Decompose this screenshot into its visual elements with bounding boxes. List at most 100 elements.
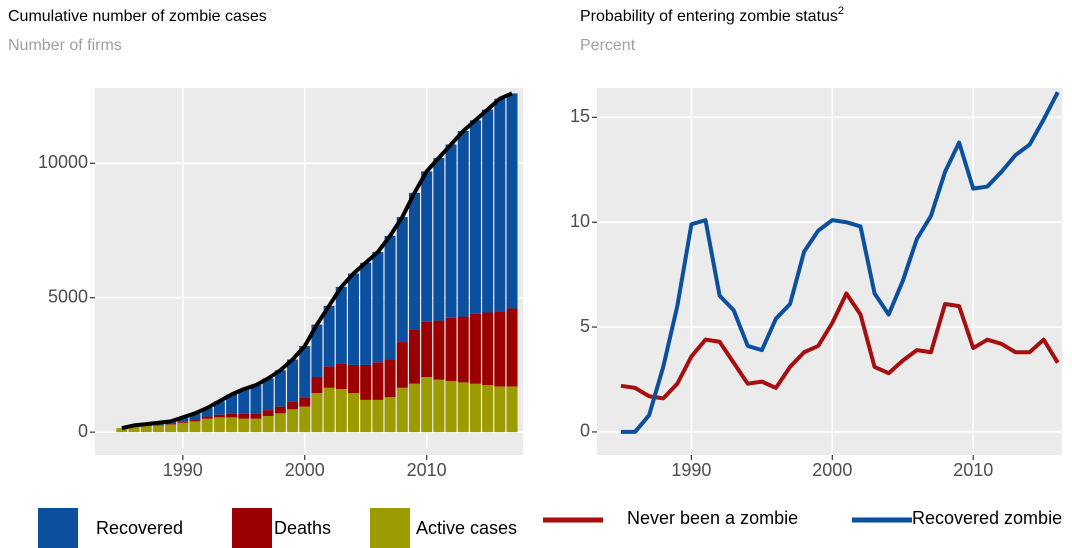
plot-background [597, 88, 1062, 455]
y-tick-label: 0 [580, 421, 590, 441]
bar-segment [177, 421, 189, 423]
total-line [121, 91, 513, 431]
bar-segment [384, 359, 396, 398]
bar-segment [433, 379, 445, 433]
bar-segment [262, 378, 274, 411]
bar-segment [433, 320, 445, 380]
y-tick-label: 15 [570, 106, 590, 126]
bar-segment [128, 426, 140, 433]
line-series [620, 91, 1060, 434]
chart-subtitle: Number of firms [8, 37, 122, 54]
bar-segment [494, 311, 506, 387]
x-tick-label: 2000 [812, 460, 852, 480]
y-tick-label: 5000 [48, 286, 88, 306]
bar-segment [335, 363, 347, 390]
bar-segment [445, 381, 457, 433]
legend-label: Active cases [416, 518, 517, 538]
bar-segment [408, 329, 420, 384]
bar-segment [287, 401, 299, 410]
bar-segment [360, 399, 372, 433]
bar-segment [287, 409, 299, 433]
bar-segment [226, 417, 238, 433]
bar-segment [189, 420, 201, 422]
chart-subtitle: Percent [580, 37, 636, 54]
legend-swatch [38, 508, 78, 548]
bar-segment [238, 389, 250, 414]
bar-segment [360, 364, 372, 400]
bar-segment [287, 359, 299, 402]
x-tick-label: 1990 [163, 460, 203, 480]
x-tick-label: 2010 [953, 460, 993, 480]
bar-segment [299, 406, 311, 433]
bar-segment [311, 324, 323, 378]
bar-segment [396, 342, 408, 388]
bar-segment [469, 383, 481, 433]
bar-segment [445, 317, 457, 382]
bar-segment [421, 377, 433, 433]
bar-segment [262, 410, 274, 417]
bar-segment [140, 425, 152, 433]
bar-segment [482, 385, 494, 433]
title-superscript: 2 [838, 5, 844, 17]
bar-segment [311, 393, 323, 433]
bar-segment [226, 394, 238, 414]
bar-segment [177, 417, 189, 422]
y-tick-label: 10 [570, 211, 590, 231]
x-tick-label: 2010 [407, 460, 447, 480]
bar-segment [152, 424, 164, 426]
chart-title: Probability of entering zombie status2 [580, 5, 844, 25]
bar-segment [396, 387, 408, 433]
bar-segment [408, 192, 420, 330]
legend-label: Recovered zombie [912, 508, 1062, 528]
bar-segment [274, 370, 286, 407]
bar-segment [421, 321, 433, 378]
bar-segment [396, 217, 408, 343]
bar-segment [213, 414, 225, 418]
bar-segment [152, 425, 164, 433]
title-text: Probability of entering zombie status [580, 8, 838, 25]
legend-label: Deaths [274, 518, 331, 538]
bar-segment [457, 131, 469, 317]
y-tick-label: 10000 [38, 152, 88, 172]
bar-segment [262, 416, 274, 433]
bar-segment [213, 417, 225, 433]
bar-segment [201, 407, 213, 417]
bar-segment [348, 273, 359, 365]
bar-segment [274, 413, 286, 433]
y-tick-label: 5 [580, 316, 590, 336]
bar-segment [506, 386, 518, 433]
bar-segment [445, 144, 457, 318]
bar-segment [201, 418, 213, 433]
bar-segment [165, 424, 177, 425]
chart-title: Cumulative number of zombie cases [8, 8, 267, 25]
bar-segment [506, 308, 518, 387]
bar-segment [274, 406, 286, 414]
bar-segment [494, 386, 506, 433]
x-tick-label: 1990 [671, 460, 711, 480]
bar-segment [421, 171, 433, 322]
bar-segment [189, 421, 201, 433]
legend-swatch [232, 508, 272, 548]
bar-segment [469, 313, 481, 384]
bar-segment [250, 418, 262, 433]
bar-segment [360, 262, 372, 365]
bar-segment [348, 393, 359, 433]
bar-segment [482, 109, 494, 313]
bar-segment [213, 401, 225, 415]
bar-segment [238, 413, 250, 419]
bar-segment [506, 93, 518, 309]
bar-segment [482, 312, 494, 386]
bar-segment [116, 428, 128, 433]
bar-segment [299, 346, 311, 398]
line-series [620, 291, 1060, 401]
bar-segment [189, 413, 201, 421]
bar-segment [250, 413, 262, 419]
bar-segment [433, 157, 445, 321]
bar-segment [177, 422, 189, 433]
bar-segment [384, 235, 396, 360]
bar-segment [372, 252, 384, 363]
bar-segment [323, 366, 335, 388]
bar-segment [311, 377, 323, 394]
bar-segment [335, 286, 347, 364]
